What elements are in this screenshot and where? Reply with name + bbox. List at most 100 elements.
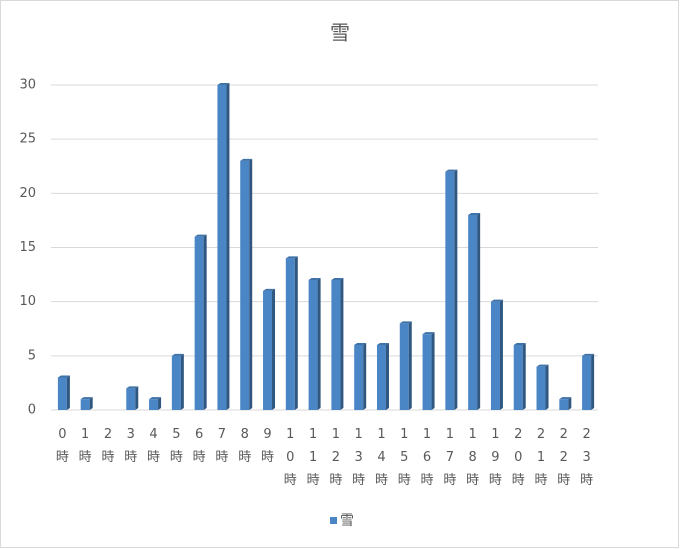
bar — [536, 366, 546, 410]
bar — [285, 258, 295, 410]
bar-side — [385, 343, 389, 410]
x-tick-label: 16時 — [420, 427, 434, 488]
bar-top — [490, 299, 503, 302]
bar-side — [477, 213, 481, 410]
bar-top — [308, 278, 321, 280]
bar — [308, 280, 318, 410]
x-tick-label: 9時 — [261, 427, 275, 465]
bar — [559, 399, 569, 410]
x-tick-label: 13時 — [352, 427, 366, 488]
bar-side — [545, 364, 549, 410]
bar-top — [80, 397, 93, 400]
x-tick-label: 18時 — [466, 427, 480, 488]
bar-top — [331, 278, 344, 280]
x-tick-label: 20時 — [511, 427, 525, 488]
bar-top — [582, 353, 595, 356]
x-tick-label: 6時 — [192, 427, 206, 465]
bar-top — [263, 288, 276, 291]
bar-top — [126, 386, 139, 389]
bar-side — [454, 169, 458, 410]
bar-side — [340, 278, 344, 410]
x-tick-label: 1時 — [78, 427, 92, 465]
y-tick-label: 20 — [19, 186, 36, 201]
x-tick-label: 22時 — [557, 427, 571, 488]
bar-top — [536, 364, 549, 367]
bar — [331, 280, 341, 410]
bar-side — [591, 353, 595, 410]
bar-top — [194, 234, 207, 237]
legend-swatch — [330, 517, 337, 524]
bar — [263, 290, 273, 410]
chart-title: 雪 — [330, 21, 350, 45]
x-tick-label: 5時 — [169, 427, 183, 465]
bar-side — [180, 353, 184, 410]
bar-top — [57, 375, 70, 378]
y-tick-label: 0 — [28, 403, 36, 418]
y-tick-label: 10 — [19, 294, 36, 309]
x-tick-label: 17時 — [443, 427, 457, 488]
x-tick-label: 7時 — [215, 427, 229, 465]
x-tick-label: 14時 — [374, 427, 388, 488]
bar — [354, 345, 364, 410]
x-tick-label: 2時 — [101, 427, 115, 465]
bar-side — [294, 256, 298, 410]
x-tick-label: 8時 — [238, 427, 252, 465]
bar — [422, 334, 432, 410]
bar-top — [445, 169, 458, 172]
bar-top — [285, 256, 298, 259]
y-tick-label: 5 — [28, 348, 36, 363]
bar-top — [240, 158, 253, 161]
bar — [490, 301, 500, 410]
legend-label: 雪 — [340, 513, 354, 529]
bar — [57, 377, 67, 410]
bar-side — [408, 321, 412, 410]
bar-top — [513, 343, 526, 345]
x-tick-label: 4時 — [147, 427, 161, 465]
bar-top — [149, 397, 162, 400]
bar-top — [171, 353, 184, 356]
bar-top — [399, 321, 412, 324]
bar-side — [226, 83, 230, 410]
bar-side — [317, 278, 321, 410]
x-tick-label: 0時 — [55, 427, 69, 465]
bar — [194, 236, 204, 410]
x-tick-label: 23時 — [580, 427, 594, 488]
y-tick-label: 30 — [19, 78, 36, 93]
bar — [468, 215, 478, 410]
x-tick-label: 12時 — [329, 427, 343, 488]
bar-side — [499, 299, 503, 410]
bar-side — [431, 332, 435, 410]
bar-side — [249, 158, 253, 410]
bar-top — [422, 332, 435, 335]
bar-side — [203, 234, 207, 410]
bar — [582, 355, 592, 410]
bar — [149, 399, 159, 410]
bar-top — [354, 343, 367, 345]
x-tick-label: 10時 — [283, 427, 297, 488]
bar — [445, 171, 455, 410]
bar-side — [66, 375, 70, 410]
bar-top — [376, 343, 389, 345]
bar — [80, 399, 90, 410]
y-tick-label: 25 — [19, 132, 36, 147]
x-tick-label: 15時 — [397, 427, 411, 488]
bar-side — [135, 386, 139, 410]
y-tick-label: 15 — [19, 240, 36, 255]
bar — [376, 345, 386, 410]
bar-side — [158, 397, 162, 410]
x-tick-label: 19時 — [488, 427, 502, 488]
bar-side — [89, 397, 93, 410]
bar-side — [363, 343, 367, 410]
bar — [513, 345, 523, 410]
bar — [240, 160, 250, 410]
bar-top — [559, 397, 572, 400]
bar-side — [522, 343, 526, 410]
bar — [171, 355, 181, 410]
bar-side — [568, 397, 572, 410]
bar-top — [468, 213, 481, 215]
bar — [399, 323, 409, 410]
x-tick-label: 21時 — [534, 427, 548, 488]
